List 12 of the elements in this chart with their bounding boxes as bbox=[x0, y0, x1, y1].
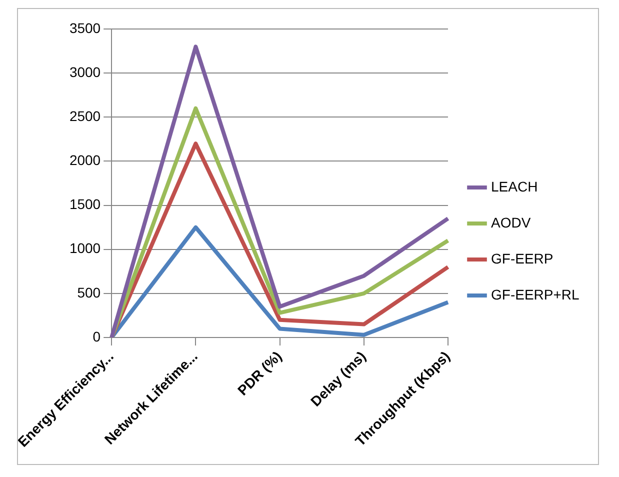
y-tick-label: 2000 bbox=[69, 152, 101, 168]
legend-label: GF-EERP bbox=[491, 250, 554, 266]
y-tick-label: 3500 bbox=[69, 20, 101, 36]
y-tick-label: 0 bbox=[92, 328, 101, 344]
legend-label: AODV bbox=[491, 214, 532, 230]
y-tick-label: 3000 bbox=[69, 64, 101, 80]
y-tick-label: 1500 bbox=[69, 196, 101, 212]
legend-label: LEACH bbox=[491, 178, 538, 194]
legend-label: GF-EERP+RL bbox=[491, 286, 580, 302]
y-tick-label: 2500 bbox=[69, 108, 101, 124]
y-tick-label: 500 bbox=[77, 284, 101, 300]
y-tick-label: 1000 bbox=[69, 240, 101, 256]
